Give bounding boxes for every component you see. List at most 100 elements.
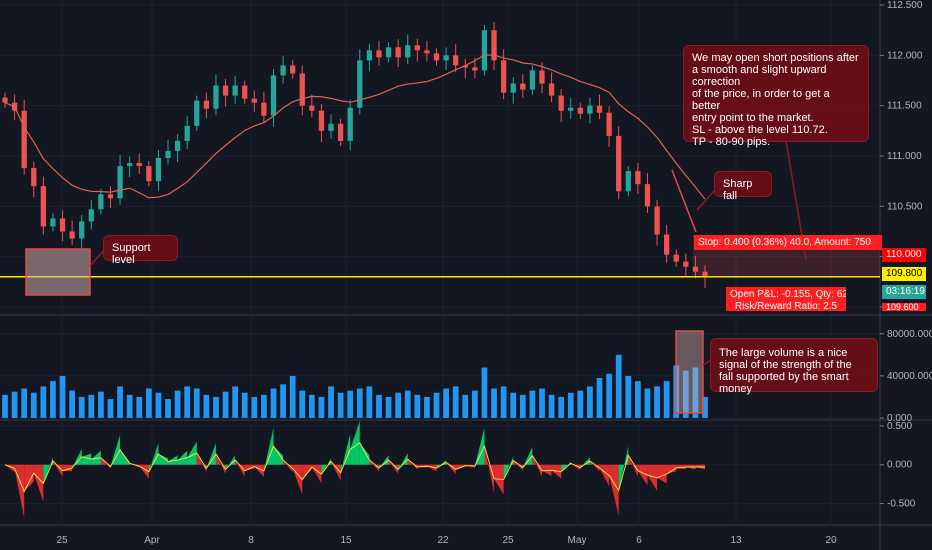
oscillator-area [215, 454, 226, 475]
candle-body [261, 102, 267, 116]
volume-bar [644, 388, 651, 418]
candle-body [79, 221, 85, 239]
volume-bar [356, 388, 363, 418]
volume-bar [261, 394, 267, 418]
volume-line-2: signal of the strength of the [719, 359, 852, 371]
volume-pointer [702, 359, 712, 366]
time-tick-label: Apr [144, 535, 160, 546]
time-tick-label: 6 [636, 535, 642, 546]
candle-body [59, 218, 66, 232]
oscillator-area [359, 442, 370, 465]
oscillator-area [254, 464, 264, 477]
volume-bar [587, 386, 593, 418]
countdown-tag: 03:16:19 [882, 285, 926, 299]
volume-bar [462, 394, 469, 418]
volume-bar [251, 396, 258, 418]
candle-body [702, 271, 708, 277]
candle-body [510, 83, 516, 93]
volume-bar [337, 392, 344, 418]
oscillator-area [263, 427, 274, 471]
oscillator-area [168, 455, 178, 465]
candle-body [587, 105, 593, 114]
oscillator-area [14, 464, 25, 518]
oscillator-area [206, 443, 216, 469]
volume-bar [424, 396, 430, 418]
volume-bar [308, 394, 315, 418]
candle-body [568, 107, 574, 111]
short-line-6: TP - 80-90 pips. [692, 136, 771, 148]
short-line-1: We may open short positions after [692, 52, 859, 64]
support-level-callout: Support level [103, 235, 178, 266]
candle-body [127, 163, 133, 167]
candle-body [616, 135, 622, 192]
volume-bar [529, 390, 536, 418]
oscillator-area [5, 464, 15, 473]
volume-line-1: The large volume is a nice [719, 347, 848, 359]
candle-body [500, 60, 507, 93]
volume-bar [126, 394, 133, 418]
volume-bar [241, 392, 248, 418]
candle-body [117, 166, 123, 199]
candle-body [203, 100, 210, 109]
volume-tick-label: 0.000 [887, 413, 912, 424]
price-stop-tag: 110.000 [882, 248, 926, 262]
rr-text: Risk/Reward Ratio: 2.5 [734, 301, 838, 311]
volume-bar [270, 388, 277, 418]
volume-bar [376, 394, 382, 418]
oscillator-area [350, 420, 360, 465]
price-edge-tag: 109.600 [882, 303, 926, 311]
candle-body [299, 73, 305, 106]
support-highlight-box [25, 248, 91, 296]
short-line-5: SL - above the level 110.72. [692, 124, 828, 136]
candle-body [194, 100, 200, 126]
candle-body [644, 184, 651, 207]
volume-bar [69, 390, 75, 418]
candle-body [174, 140, 181, 151]
candle-body [222, 85, 229, 96]
candle-body [405, 45, 411, 58]
sharp-fall-text: Sharp fall [723, 178, 753, 202]
volume-bar [654, 386, 660, 418]
oscillator-area [551, 464, 562, 479]
volume-bar [548, 394, 555, 418]
price-tick-label: 112.000 [887, 50, 923, 61]
volume-bar [203, 394, 210, 418]
candle-body [88, 209, 94, 222]
volume-bar [280, 384, 286, 418]
volume-bar [539, 388, 545, 418]
candle-body [395, 47, 401, 58]
candle-body [462, 65, 468, 68]
volume-bar [635, 381, 641, 418]
oscillator-area [474, 427, 485, 467]
candle-body [136, 163, 142, 167]
volume-bar [567, 392, 574, 418]
volume-bar [395, 392, 402, 418]
candle-body [232, 85, 238, 96]
oscillator-area [81, 453, 92, 465]
volume-bar [682, 370, 689, 418]
volume-bar [2, 394, 8, 418]
volume-bar [78, 396, 85, 418]
oscillator-area [532, 455, 542, 477]
candle-body [453, 55, 459, 66]
candle-body [625, 171, 631, 192]
volume-bar [443, 388, 449, 418]
candle-body [472, 67, 478, 71]
candle-body [270, 75, 277, 116]
oscillator-area [398, 453, 408, 470]
volume-bar [692, 367, 699, 418]
candle-body [683, 261, 689, 267]
oscillator-area [637, 464, 648, 486]
time-tick-label: 8 [248, 535, 254, 546]
price-tick-label: 111.000 [887, 151, 922, 162]
volume-bar [702, 396, 708, 418]
volume-bar [165, 399, 171, 418]
volume-bar [107, 399, 114, 418]
pnl-label[interactable]: Open P&L: -0.155, Qty: 624 Risk/Reward R… [726, 287, 846, 311]
oscillator-area [599, 464, 610, 487]
volume-bar [40, 386, 47, 418]
stop-label[interactable]: Stop: 0.400 (0.36%) 40.0, Amount: 750 [694, 235, 882, 250]
candle-body [69, 231, 75, 239]
oscillator-area [33, 464, 44, 503]
candle-body [606, 112, 612, 136]
